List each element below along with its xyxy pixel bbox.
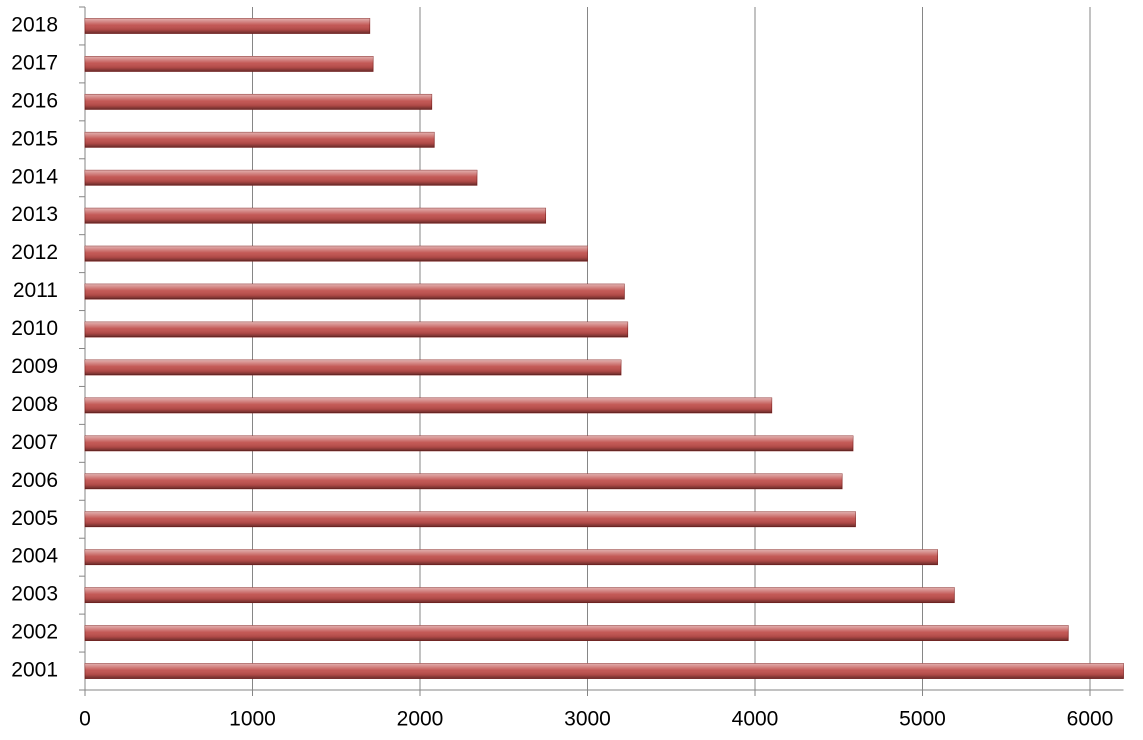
y-tick-label: 2010: [11, 317, 58, 340]
bar: [84, 131, 435, 148]
y-tick-label: 2012: [11, 241, 58, 264]
y-tick-label: 2005: [11, 507, 58, 530]
y-tick-label: 2018: [11, 14, 58, 37]
y-tick-label: 2001: [11, 659, 58, 682]
y-tick-label: 2003: [11, 583, 58, 606]
y-tick-label: 2015: [11, 127, 58, 150]
y-tick-label: 2002: [11, 621, 58, 644]
bar: [84, 625, 1069, 641]
x-tick-label: 2000: [397, 708, 444, 731]
y-tick-label: 2009: [11, 355, 58, 378]
y-tick-label: 2013: [11, 203, 58, 226]
y-tick-label: 2017: [11, 51, 58, 74]
bar: [84, 473, 843, 490]
bar: [84, 169, 478, 186]
bar: [84, 207, 547, 224]
y-tick-label: 2011: [13, 279, 58, 302]
x-tick-label: 5000: [899, 708, 946, 731]
bar: [84, 18, 371, 34]
y-tick-label: 2016: [11, 89, 58, 112]
x-tick-label: 0: [79, 708, 91, 731]
y-tick-label: 2006: [11, 469, 58, 492]
bar: [84, 397, 773, 414]
bar: [84, 359, 622, 376]
y-tick-label: 2007: [11, 431, 58, 454]
bar: [84, 245, 588, 262]
bar: [84, 93, 433, 110]
bar: [84, 511, 856, 528]
x-tick-label: 4000: [732, 708, 779, 731]
x-tick-label: 3000: [564, 708, 611, 731]
x-tick-label: 6000: [1067, 708, 1114, 731]
y-tick-label: 2014: [11, 165, 58, 188]
bar: [84, 283, 625, 300]
bar: [84, 549, 938, 566]
x-tick-label: 1000: [229, 708, 276, 731]
bar: [84, 663, 1124, 679]
bar: [84, 56, 374, 72]
y-tick-label: 2008: [11, 393, 58, 416]
y-tick-label: 2004: [11, 545, 58, 568]
bar: [84, 587, 955, 604]
bar: [84, 435, 854, 452]
bar: [84, 321, 629, 338]
